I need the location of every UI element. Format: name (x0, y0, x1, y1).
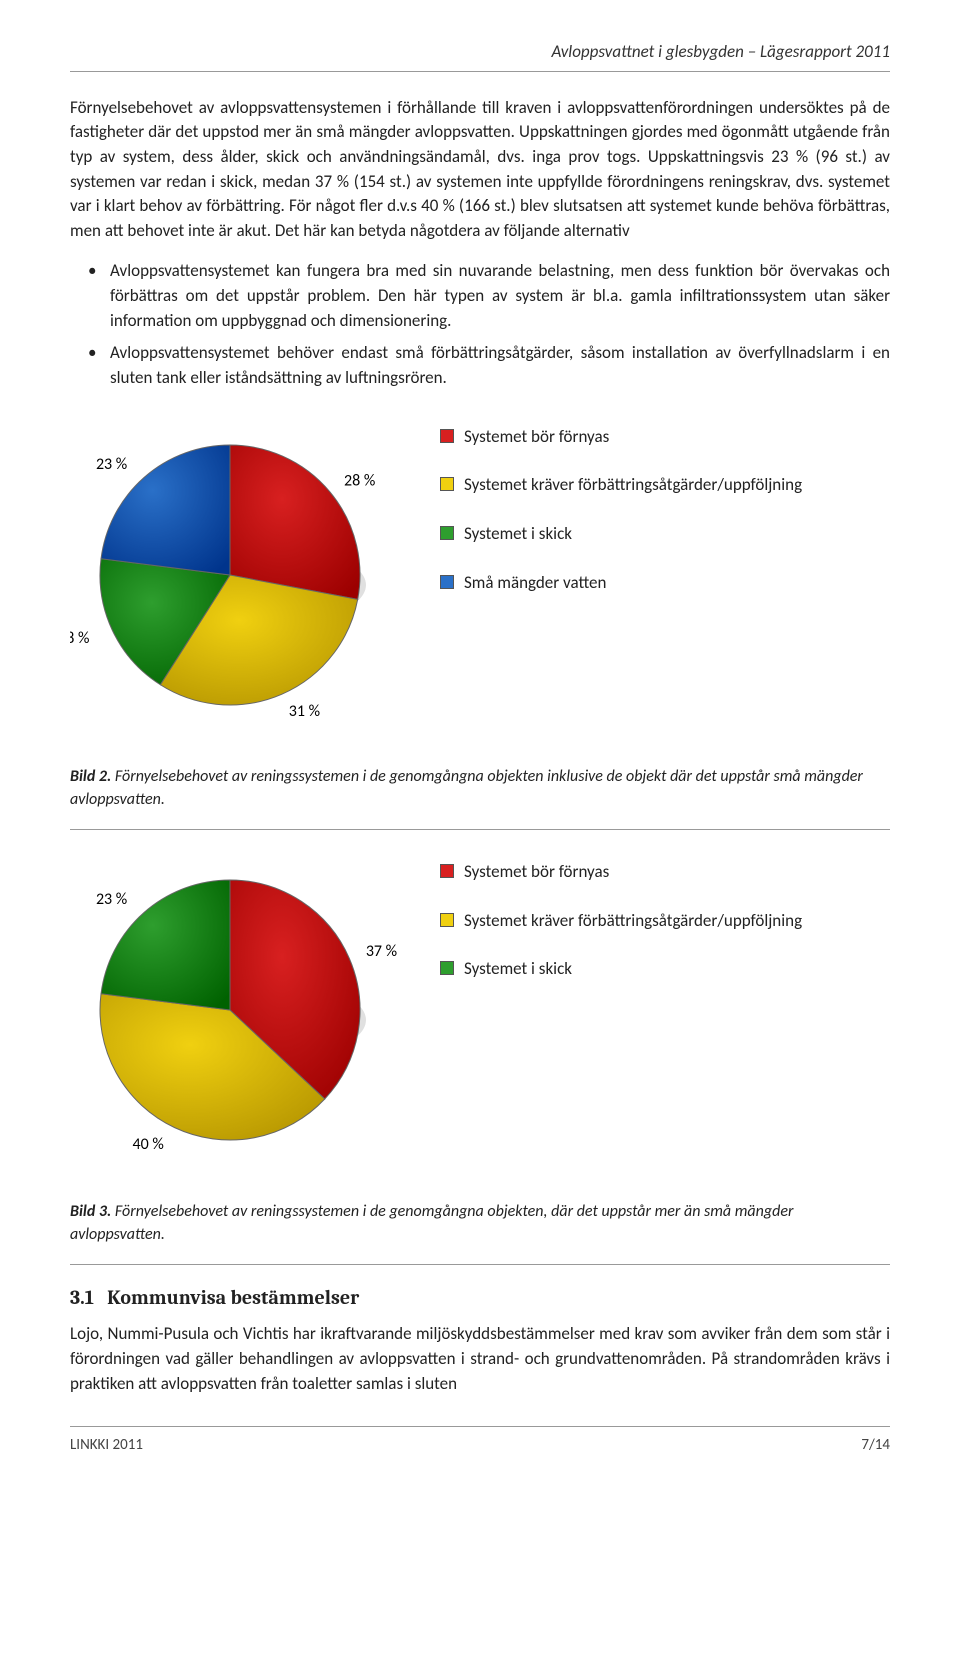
section-title: Kommunvisa bestämmelser (107, 1286, 359, 1309)
caption-2-label: Bild 3. (70, 1202, 111, 1221)
page-footer: LINKKI 2011 7/14 (70, 1426, 890, 1457)
intro-paragraph: Förnyelsebehovet av avloppsvattensysteme… (70, 96, 890, 244)
legend-label: Systemet i skick (464, 522, 572, 547)
page-header: Avloppsvattnet i glesbygden – Lägesrappo… (70, 40, 890, 72)
caption-1-text: Förnyelsebehovet av reningssystemen i de… (70, 767, 863, 809)
footer-right: 7/14 (861, 1435, 890, 1457)
bullet-list: Avloppsvattensystemet kan fungera bra me… (70, 259, 890, 390)
pie-chart-1: 28 % 31 % 18 % 23 % (70, 415, 410, 735)
caption-1-label: Bild 2. (70, 767, 111, 786)
legend-label: Systemet kräver förbättringsåtgärder/upp… (464, 909, 802, 934)
legend-item: Små mängder vatten (440, 571, 802, 596)
svg-text:23 %: 23 % (96, 455, 127, 474)
bullet-item: Avloppsvattensystemet kan fungera bra me… (110, 259, 890, 333)
legend-swatch (440, 961, 454, 975)
section-number: 3.1 (70, 1286, 94, 1309)
chart1-row: 28 %31 %18 %23 % Systemet bör förnyasSys… (70, 415, 890, 735)
svg-text:37 %: 37 % (366, 942, 397, 961)
legend-item: Systemet bör förnyas (440, 425, 802, 450)
caption-2: Bild 3. Förnyelsebehovet av reningssyste… (70, 1200, 890, 1265)
legend-item: Systemet i skick (440, 522, 802, 547)
legend-swatch (440, 477, 454, 491)
chart2-legend: Systemet bör förnyas Systemet kräver förb… (440, 850, 802, 982)
svg-text:23 %: 23 % (96, 890, 127, 909)
legend-item: Systemet kräver förbättringsåtgärder/upp… (440, 909, 802, 934)
footer-left: LINKKI 2011 (70, 1435, 143, 1457)
caption-2-text: Förnyelsebehovet av reningssystemen i de… (70, 1202, 793, 1244)
legend-label: Systemet i skick (464, 957, 572, 982)
svg-text:31 %: 31 % (289, 702, 320, 721)
legend-item: Systemet i skick (440, 957, 802, 982)
legend-swatch (440, 913, 454, 927)
legend-label: Systemet bör förnyas (464, 860, 609, 885)
legend-item: Systemet kräver förbättringsåtgärder/upp… (440, 473, 802, 498)
chart1-legend: Systemet bör förnyas Systemet kräver förb… (440, 415, 802, 596)
svg-text:40 %: 40 % (133, 1135, 164, 1154)
section-heading: 3.1 Kommunvisa bestämmelser (70, 1283, 890, 1312)
legend-swatch (440, 526, 454, 540)
pie-chart-2: 37 % 40 % 23 % (70, 850, 410, 1170)
legend-label: Systemet bör förnyas (464, 425, 609, 450)
bullet-item: Avloppsvattensystemet behöver endast små… (110, 341, 890, 390)
legend-label: Systemet kräver förbättringsåtgärder/upp… (464, 473, 802, 498)
legend-swatch (440, 429, 454, 443)
legend-item: Systemet bör förnyas (440, 860, 802, 885)
caption-1: Bild 2. Förnyelsebehovet av reningssyste… (70, 765, 890, 830)
legend-label: Små mängder vatten (464, 571, 606, 596)
svg-text:28 %: 28 % (344, 471, 375, 490)
section-paragraph: Lojo, Nummi-Pusula och Vichtis har ikraf… (70, 1322, 890, 1396)
legend-swatch (440, 575, 454, 589)
chart2-row: 37 %40 %23 % Systemet bör förnyasSysteme… (70, 850, 890, 1170)
legend-swatch (440, 864, 454, 878)
svg-text:18 %: 18 % (70, 629, 89, 648)
